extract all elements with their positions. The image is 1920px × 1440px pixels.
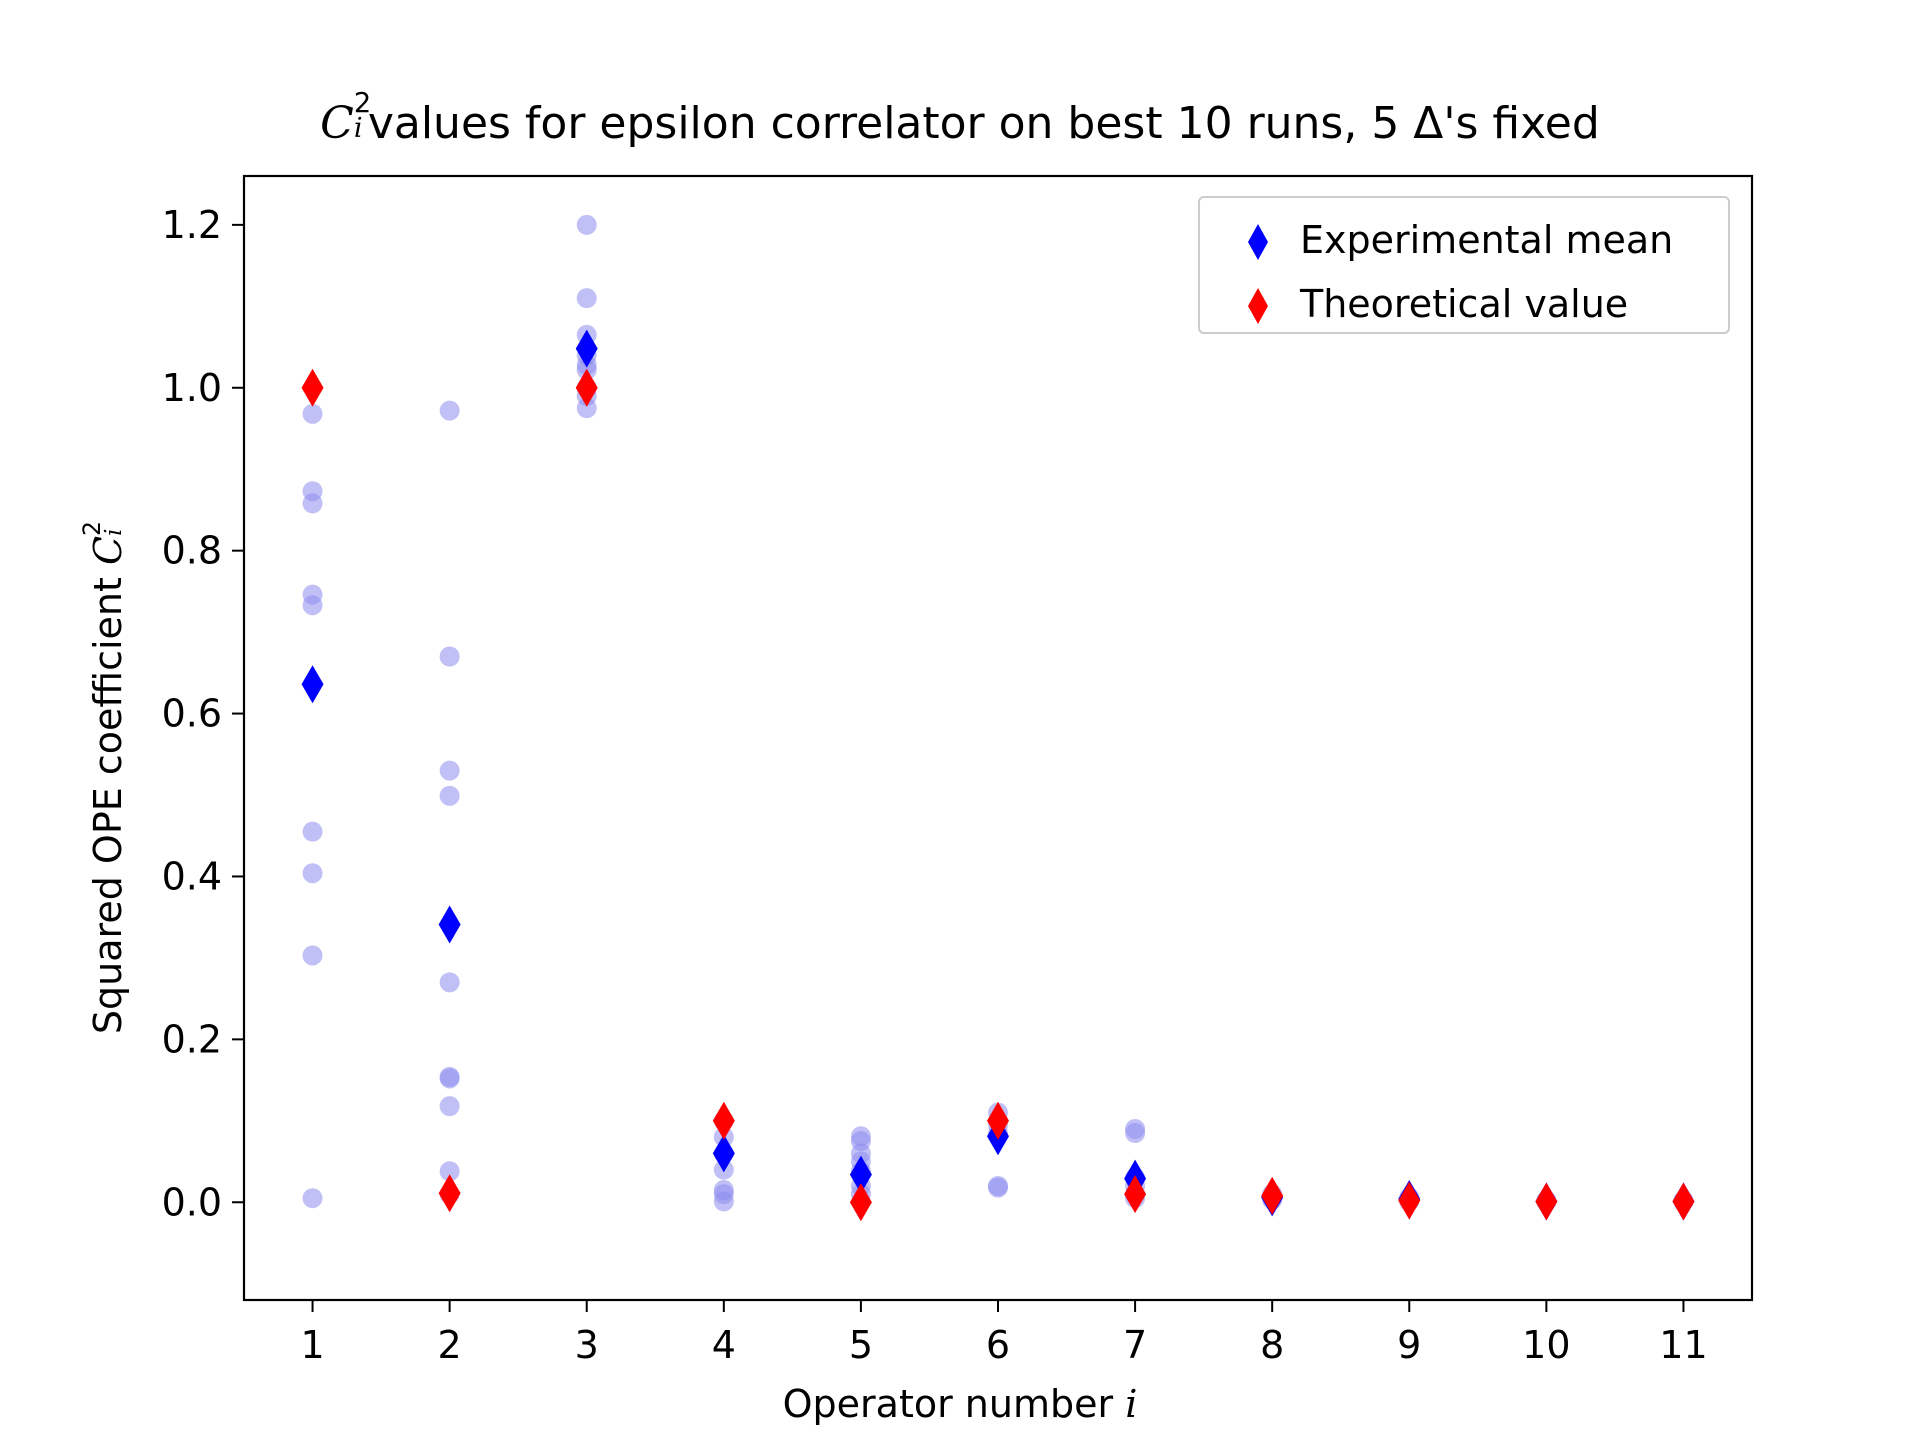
run-point	[576, 398, 597, 419]
legend-label-experimental-mean: Experimental mean	[1300, 218, 1674, 262]
x-tick-label: 8	[1260, 1323, 1284, 1367]
experimental-mean-point	[301, 665, 324, 704]
experimental-mean-point	[712, 1134, 735, 1173]
x-tick-label: 6	[986, 1323, 1010, 1367]
theoretical-value-point	[1672, 1182, 1695, 1221]
legend: Experimental mean Theoretical value	[1198, 196, 1730, 334]
y-tick-label: 0.8	[162, 529, 222, 573]
y-tick-label: 1.2	[162, 203, 222, 247]
run-point	[439, 1096, 460, 1117]
run-point	[439, 1068, 460, 1089]
x-axis-label: Operator number i	[0, 1382, 1920, 1426]
x-tick-label: 3	[575, 1323, 599, 1367]
x-tick-label: 4	[712, 1323, 736, 1367]
experimental-mean-point	[438, 905, 461, 944]
experimental-mean-point	[575, 329, 598, 368]
y-axis-label-subscript: i	[98, 528, 127, 536]
run-point	[576, 288, 597, 309]
run-point	[302, 821, 323, 842]
theoretical-value-point	[1124, 1175, 1147, 1214]
y-axis-label-text: Squared OPE coefficient	[86, 565, 130, 1035]
x-axis-label-text: Operator number	[782, 1382, 1126, 1426]
y-tick-label: 0.0	[162, 1180, 222, 1224]
run-point	[302, 595, 323, 616]
x-tick-label: 2	[438, 1323, 462, 1367]
run-point	[302, 863, 323, 884]
theoretical-value-point	[575, 368, 598, 407]
run-point	[988, 1177, 1008, 1198]
run-point	[439, 972, 460, 993]
theoretical-value-point	[1398, 1181, 1421, 1220]
legend-red-diamond-icon	[1248, 288, 1268, 324]
y-tick-label: 0.4	[162, 854, 222, 898]
run-point	[439, 785, 460, 806]
theoretical-value-point	[849, 1183, 872, 1222]
theoretical-value-point	[1535, 1182, 1558, 1221]
run-point	[302, 945, 323, 966]
run-point	[302, 493, 323, 514]
run-point	[713, 1191, 734, 1212]
title-superscript: 2	[353, 88, 372, 120]
theoretical-value-point	[712, 1101, 735, 1140]
plot-axes: 1 2 3 4 5 6 7 8 9 10 11 0.0 0.2 0.4 0.6 0.8 1.0 1.2	[162, 174, 1754, 1367]
theoretical-value-point	[987, 1101, 1009, 1140]
x-tick-label: 11	[1659, 1323, 1707, 1367]
y-tick-label: 0.6	[162, 692, 222, 736]
legend-blue-diamond-icon	[1248, 224, 1268, 260]
title-subscript: i	[353, 113, 363, 144]
y-tick-label: 0.2	[162, 1017, 222, 1061]
run-point	[1125, 1123, 1146, 1144]
legend-label-theoretical-value: Theoretical value	[1300, 282, 1629, 326]
run-point	[302, 1188, 323, 1209]
run-point	[439, 646, 460, 667]
theoretical-value-point	[1261, 1176, 1284, 1215]
plot-marks	[301, 214, 1695, 1222]
title-text: values for epsilon correlator on best 10…	[353, 98, 1600, 149]
y-tick-label: 1.0	[162, 366, 222, 410]
y-axis-label-symbol: C	[86, 535, 130, 566]
x-tick-label: 10	[1522, 1323, 1570, 1367]
x-axis-label-var: i	[1125, 1382, 1138, 1426]
x-tick-label: 7	[1123, 1323, 1147, 1367]
x-tick-label: 9	[1397, 1323, 1421, 1367]
run-point	[439, 1161, 460, 1182]
theoretical-value-point	[301, 368, 324, 407]
run-point	[439, 400, 460, 421]
title-symbol: C	[320, 98, 354, 149]
run-point	[302, 403, 323, 424]
run-point	[439, 760, 460, 781]
x-tick-label: 5	[849, 1323, 873, 1367]
x-tick-label: 1	[300, 1323, 324, 1367]
run-point	[576, 214, 597, 235]
experimental-mean-point	[849, 1155, 872, 1194]
theoretical-value-point	[438, 1174, 461, 1213]
